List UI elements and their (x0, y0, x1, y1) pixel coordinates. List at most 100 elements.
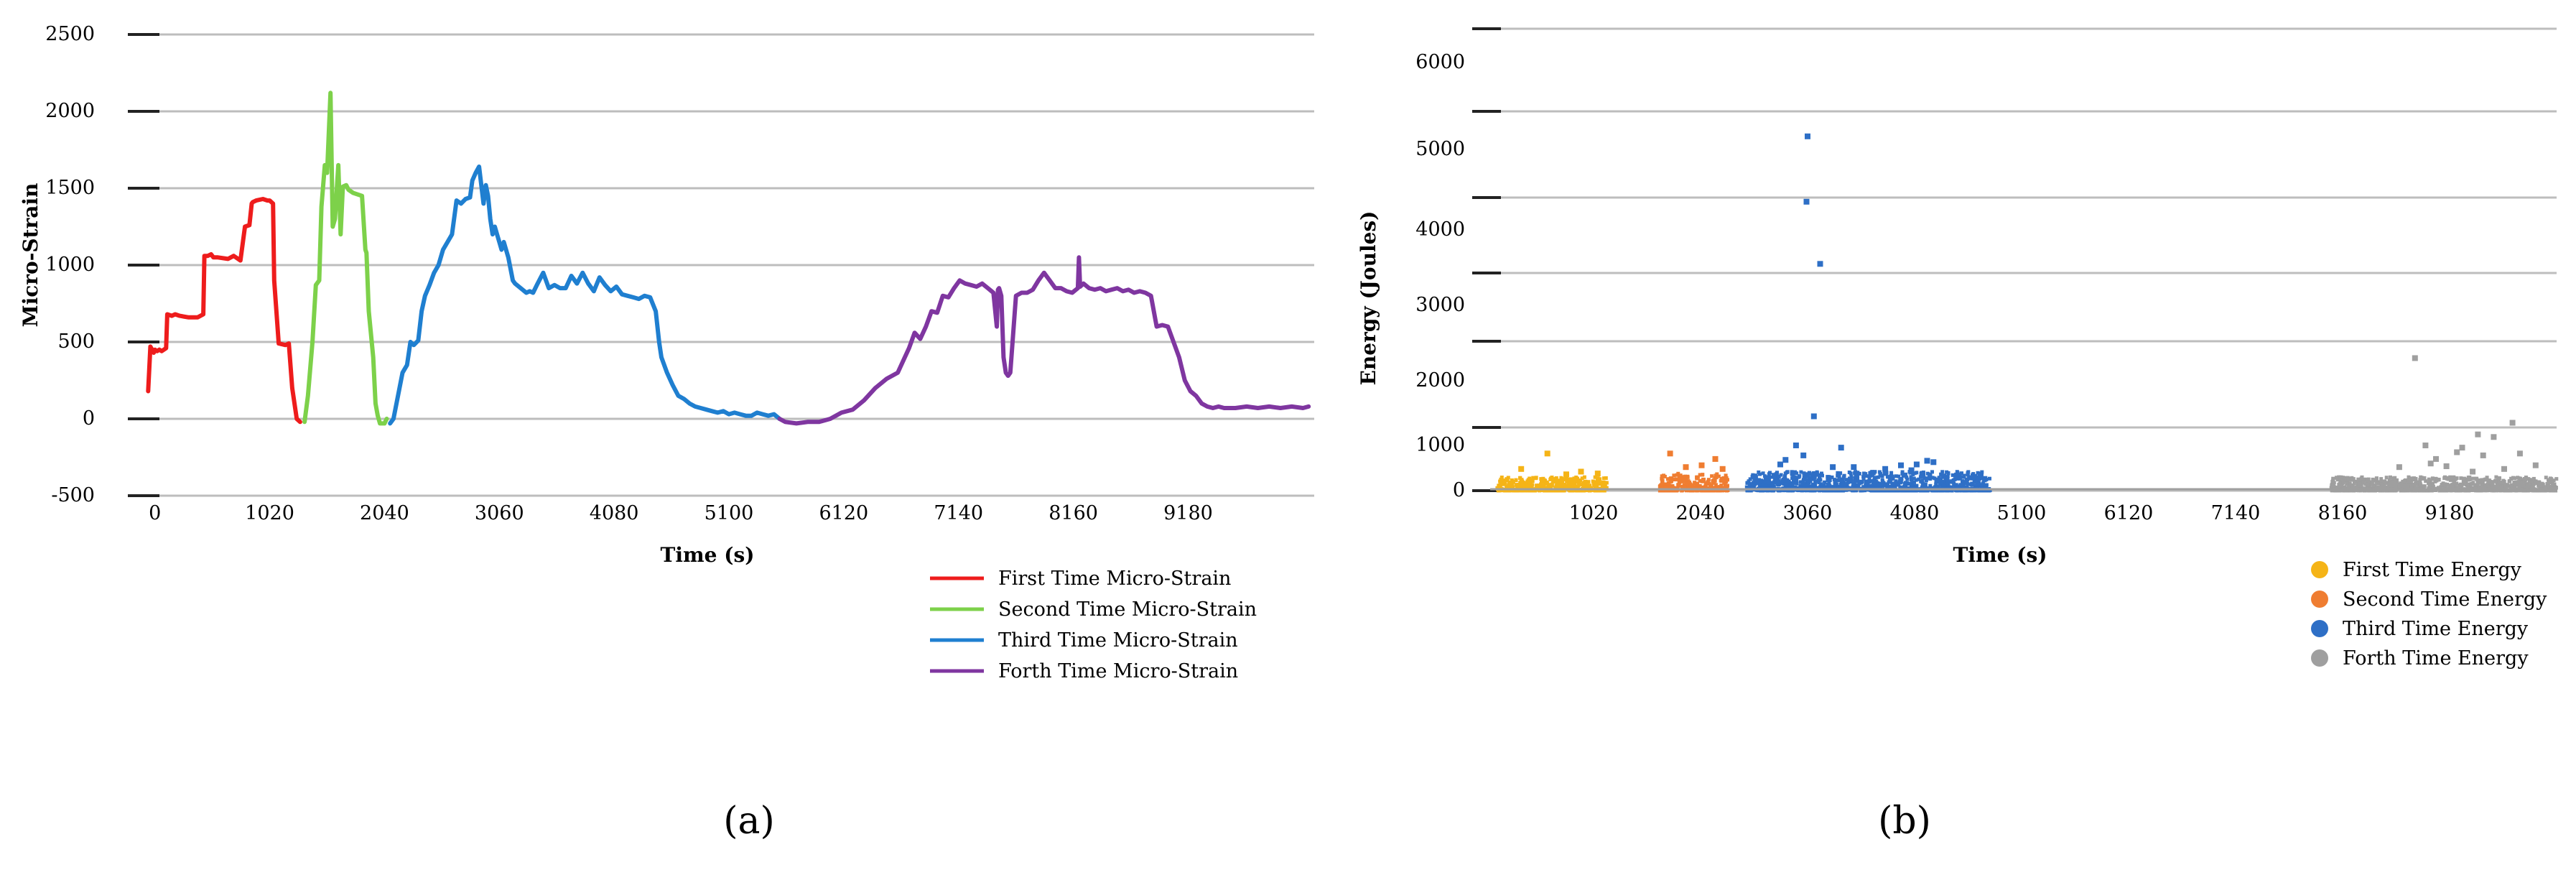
scatter-point (2396, 484, 2401, 489)
y-tick-label: 4000 (1415, 218, 1465, 241)
scatter-point (1783, 474, 1787, 478)
scatter-point (1817, 261, 1823, 267)
scatter-point (1695, 475, 1699, 479)
scatter-point (2391, 476, 2395, 481)
scatter-point (2541, 484, 2545, 489)
scatter-point (2534, 481, 2538, 485)
scatter-point (1505, 478, 1510, 482)
y-tick-label: 6000 (1415, 51, 1465, 73)
scatter-point (2379, 486, 2384, 490)
scatter-point (2345, 481, 2349, 486)
scatter-point (2512, 485, 2516, 489)
scatter-point (1780, 478, 1785, 483)
scatter-point (1857, 481, 1861, 486)
scatter-point (1685, 483, 1689, 488)
series-line-1 (146, 197, 302, 425)
scatter-point (1881, 479, 1884, 483)
scatter-point (1798, 480, 1803, 484)
scatter-point (2389, 475, 2392, 479)
scatter-point (1554, 476, 1558, 480)
scatter-point (1563, 484, 1568, 489)
scatter-point (1915, 471, 1919, 475)
scatter-point (1909, 475, 1913, 479)
scatter-point (1550, 483, 1554, 487)
scatter-point (1544, 450, 1550, 457)
scatter-point (2422, 476, 2427, 480)
scatter-point (1771, 489, 1775, 493)
scatter-point (1792, 443, 1799, 448)
scatter-point (1795, 479, 1798, 483)
series-line-3 (388, 165, 782, 426)
scatter-point (1838, 471, 1843, 476)
panel-a-chart: -500 0 500 1000 1500 2000 2500 0 1020 2040 3060 40… (19, 23, 1314, 843)
scatter-point (1665, 483, 1670, 487)
scatter-point (2384, 476, 2389, 480)
scatter-series-3 (1744, 133, 1992, 493)
scatter-point (1538, 483, 1543, 488)
scatter-point (2496, 485, 2500, 489)
scatter-point (2389, 479, 2393, 483)
scatter-point (1516, 483, 1520, 488)
scatter-point (2484, 478, 2488, 482)
scatter-point (2373, 489, 2377, 493)
scatter-point (2366, 477, 2371, 481)
scatter-point (1604, 476, 1608, 480)
scatter-point (1867, 477, 1871, 481)
scatter-point (1800, 489, 1804, 493)
scatter-point (1943, 474, 1947, 478)
scatter-point (1806, 479, 1810, 483)
scatter-point (1934, 482, 1938, 486)
scatter-point (1854, 489, 1858, 493)
scatter-point (2455, 476, 2459, 481)
scatter-point (1594, 483, 1598, 488)
scatter-point (1683, 464, 1689, 471)
scatter-point (1948, 486, 1953, 489)
scatter-point (1971, 476, 1975, 481)
scatter-point (2422, 443, 2429, 448)
scatter-point (2509, 477, 2514, 481)
scatter-point (2329, 486, 2333, 490)
scatter-point (1577, 478, 1581, 482)
scatter-point (2389, 483, 2393, 488)
scatter-point (1528, 478, 1532, 482)
scatter-point (2418, 489, 2422, 493)
scatter-point (2437, 489, 2442, 493)
scatter-point (1901, 489, 1905, 493)
scatter-point (1751, 482, 1755, 486)
scatter-point (1820, 471, 1823, 476)
scatter-point (2485, 489, 2489, 493)
scatter-point (2494, 475, 2498, 479)
scatter-point (2376, 481, 2380, 486)
scatter-point (2376, 485, 2381, 489)
scatter-point (1945, 485, 1949, 489)
scatter-point (2475, 431, 2481, 438)
scatter-point (1782, 489, 1786, 493)
scatter-point (1785, 482, 1789, 486)
scatter-point (2491, 434, 2497, 440)
scatter-point (1777, 461, 1783, 468)
scatter-point (1866, 482, 1870, 486)
scatter-point (1983, 484, 1987, 488)
scatter-point (2407, 475, 2411, 479)
series-line-4 (777, 255, 1311, 426)
scatter-point (1747, 486, 1751, 490)
scatter-point (1531, 476, 1535, 480)
scatter-point (1574, 479, 1578, 483)
scatter-point (2471, 476, 2475, 481)
scatter-point (2399, 484, 2404, 488)
scatter-point (1966, 478, 1970, 481)
scatter-point (1945, 475, 1950, 478)
scatter-point (1582, 475, 1586, 479)
scatter-point (1852, 482, 1856, 486)
scatter-point (1890, 474, 1894, 478)
scatter-point (1553, 478, 1557, 482)
scatter-point (1808, 489, 1813, 493)
scatter-point (1862, 471, 1866, 476)
scatter-point (2501, 466, 2507, 472)
x-tick-label: 7140 (934, 502, 983, 524)
scatter-point (2554, 477, 2559, 481)
scatter-point (1668, 480, 1673, 484)
y-tick-label: 1500 (45, 177, 95, 199)
x-tick-label: 8160 (1048, 502, 1098, 524)
scatter-point (2437, 486, 2440, 490)
